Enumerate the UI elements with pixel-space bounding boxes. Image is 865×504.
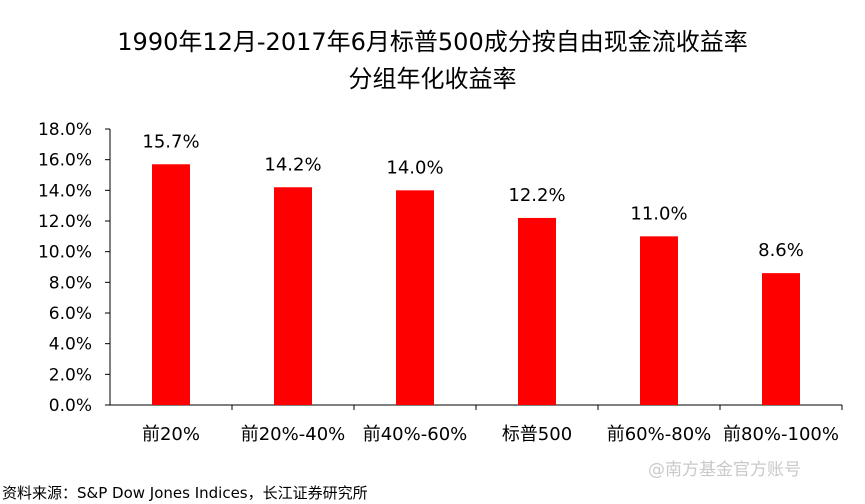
- data-label-1: 15.7%: [142, 131, 199, 152]
- bar-3: [396, 190, 434, 405]
- category-label-5: 前60%-80%: [607, 424, 712, 445]
- chart-title-line-1: 1990年12月-2017年6月标普500成分按自由现金流收益率: [117, 28, 748, 56]
- bar-5: [640, 236, 678, 405]
- y-tick-label: 8.0%: [49, 273, 92, 293]
- y-tick-label: 14.0%: [38, 181, 92, 201]
- y-tick-label: 12.0%: [38, 212, 92, 232]
- y-tick-label: 2.0%: [49, 365, 92, 385]
- category-label-6: 前80%-100%: [723, 424, 839, 445]
- category-label-4: 标普500: [502, 424, 572, 445]
- y-tick-label: 4.0%: [49, 335, 92, 355]
- bar-4: [518, 217, 556, 405]
- bar-2: [274, 187, 312, 405]
- chart-title-line-2: 分组年化收益率: [348, 65, 517, 93]
- source-note: 资料来源：S&P Dow Jones Indices，长江证券研究所: [2, 484, 368, 502]
- bar-chart: 0.0% 2.0% 4.0% 6.0% 8.0% 10.0% 12.0% 14.0% 16.0%…: [38, 120, 843, 445]
- watermark: @南方基金官方账号: [648, 460, 801, 480]
- y-tick-label: 18.0%: [38, 120, 92, 140]
- data-label-5: 11.0%: [630, 203, 687, 224]
- bar-1: [152, 164, 190, 405]
- data-label-2: 14.2%: [264, 154, 321, 175]
- y-tick-label: 6.0%: [49, 304, 92, 324]
- data-label-6: 8.6%: [758, 240, 804, 261]
- data-label-4: 12.2%: [508, 185, 565, 206]
- category-label-2: 前20%-40%: [241, 424, 346, 445]
- bar-6: [762, 273, 800, 405]
- category-label-1: 前20%: [142, 424, 200, 445]
- y-tick-label: 0.0%: [49, 396, 92, 416]
- y-tick-label: 16.0%: [38, 151, 92, 171]
- category-label-3: 前40%-60%: [363, 424, 468, 445]
- y-tick-label: 10.0%: [38, 243, 92, 263]
- data-label-3: 14.0%: [386, 157, 443, 178]
